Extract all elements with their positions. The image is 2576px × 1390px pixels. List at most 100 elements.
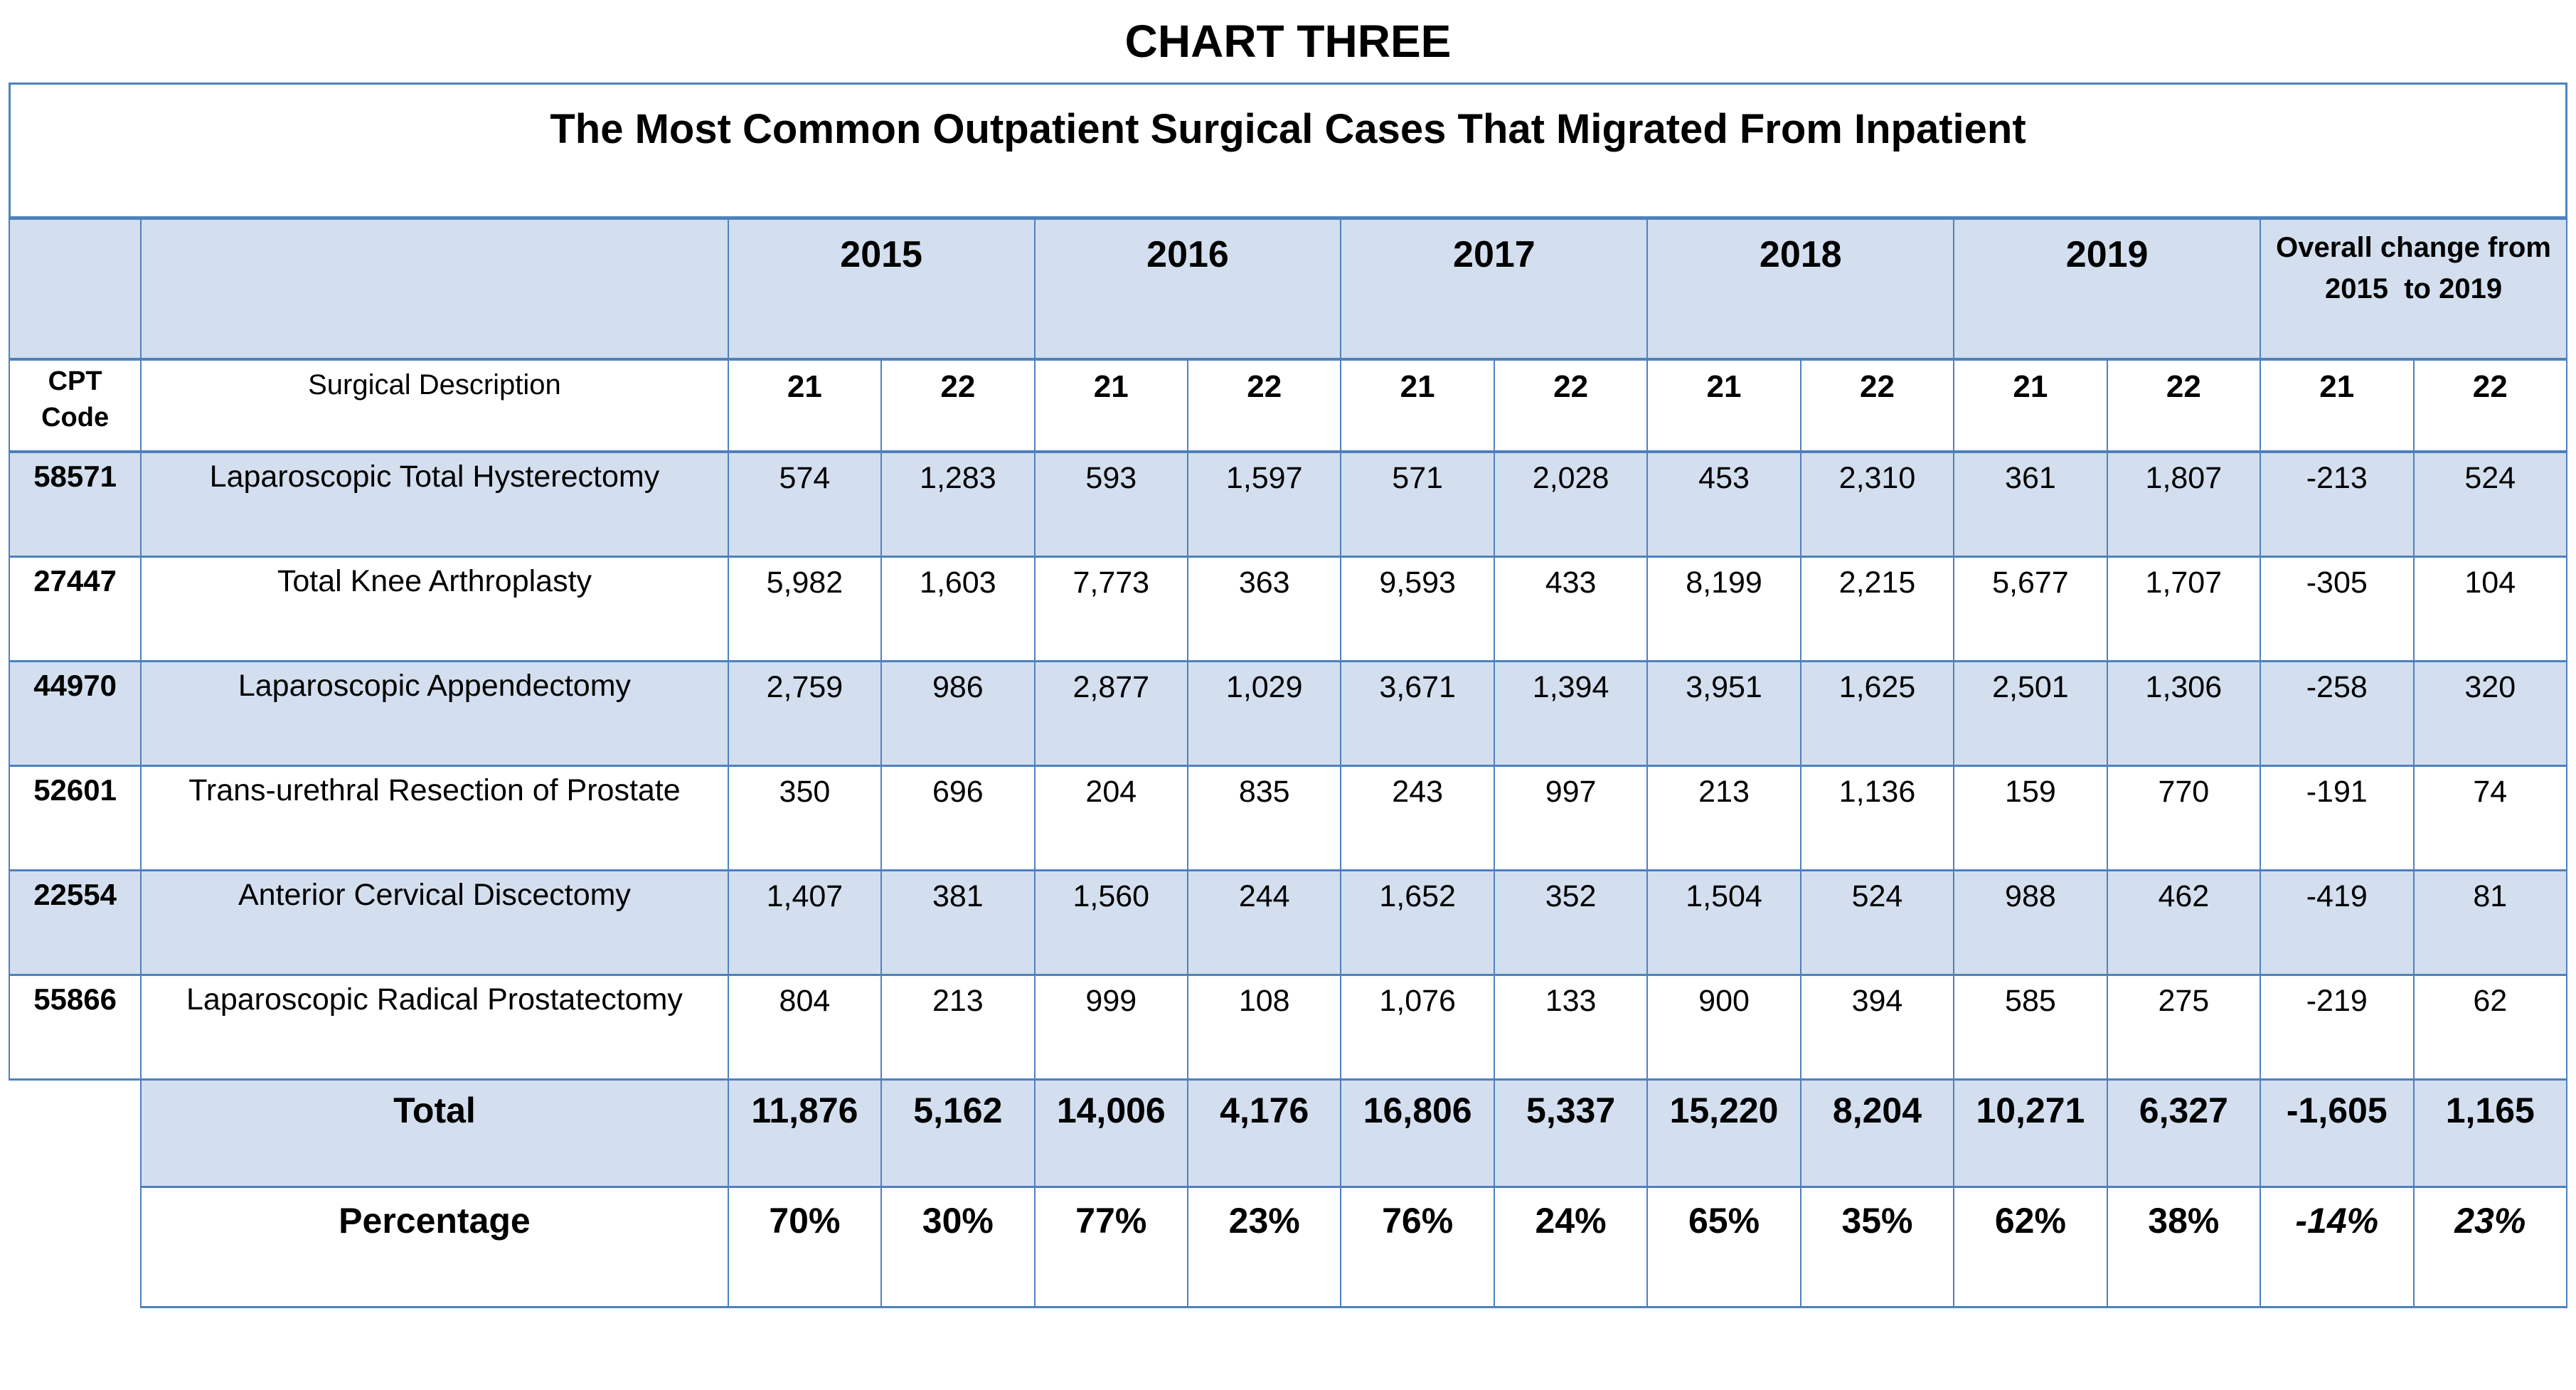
percentage-value-cell: -14% bbox=[2260, 1186, 2415, 1308]
pos-code-header: 22 bbox=[2412, 358, 2567, 453]
value-cell: 204 bbox=[1033, 765, 1189, 871]
value-cell: 108 bbox=[1186, 974, 1342, 1081]
surgical-cases-table: 2015 2016 2017 2018 2019 Overall change … bbox=[8, 216, 2567, 1308]
value-cell: 1,283 bbox=[880, 450, 1036, 558]
total-value-cell: 10,271 bbox=[1953, 1078, 2108, 1188]
value-cell: 381 bbox=[880, 869, 1036, 976]
value-cell: 524 bbox=[1799, 869, 1955, 976]
table-row: 58571 Laparoscopic Total Hysterectomy 57… bbox=[8, 450, 2567, 558]
cpt-code-cell: 44970 bbox=[8, 660, 142, 767]
value-cell: -219 bbox=[2260, 974, 2415, 1081]
year-header-2015: 2015 bbox=[727, 216, 1036, 361]
pos-code-header: 21 bbox=[1340, 358, 1495, 453]
percentage-value-cell: 70% bbox=[727, 1186, 883, 1308]
percentage-value-cell: 24% bbox=[1493, 1186, 1649, 1308]
value-cell: -258 bbox=[2260, 660, 2415, 767]
value-cell: 2,759 bbox=[727, 660, 883, 767]
table-row: 55866 Laparoscopic Radical Prostatectomy… bbox=[8, 974, 2567, 1081]
value-cell: 3,951 bbox=[1646, 660, 1801, 767]
cpt-code-cell: 55866 bbox=[8, 974, 142, 1081]
percentage-value-cell: 62% bbox=[1953, 1186, 2108, 1308]
value-cell: 571 bbox=[1340, 450, 1495, 558]
value-cell: 1,407 bbox=[727, 869, 883, 976]
percentage-label: Percentage bbox=[140, 1186, 729, 1308]
value-cell: 804 bbox=[727, 974, 883, 1081]
value-cell: 213 bbox=[880, 974, 1036, 1081]
page-title: CHART THREE bbox=[1124, 16, 1452, 67]
value-cell: 1,560 bbox=[1033, 869, 1189, 976]
value-cell: 5,677 bbox=[1953, 556, 2108, 662]
pos-code-header: 22 bbox=[1186, 358, 1342, 453]
value-cell: 997 bbox=[1493, 765, 1649, 871]
surgical-description-cell: Laparoscopic Appendectomy bbox=[140, 660, 729, 767]
value-cell: 1,603 bbox=[880, 556, 1036, 662]
table-row: 22554 Anterior Cervical Discectomy 1,407… bbox=[8, 869, 2567, 976]
total-label: Total bbox=[140, 1078, 729, 1188]
table-row: 52601 Trans-urethral Resection of Prosta… bbox=[8, 765, 2567, 871]
surgical-description-cell: Total Knee Arthroplasty bbox=[140, 556, 729, 662]
table-row: 44970 Laparoscopic Appendectomy 2,759 98… bbox=[8, 660, 2567, 767]
total-value-cell: 5,162 bbox=[880, 1078, 1036, 1188]
corner-cell-cpt bbox=[8, 216, 142, 361]
total-value-cell: 8,204 bbox=[1799, 1078, 1955, 1188]
subheader-row: CPT Code Surgical Description 21 22 21 2… bbox=[8, 358, 2567, 453]
cpt-code-header: CPT Code bbox=[8, 358, 142, 453]
value-cell: -191 bbox=[2260, 765, 2415, 871]
value-cell: 988 bbox=[1953, 869, 2108, 976]
value-cell: 462 bbox=[2106, 869, 2262, 976]
cpt-code-cell: 27447 bbox=[8, 556, 142, 662]
pos-code-header: 21 bbox=[1646, 358, 1801, 453]
value-cell: 275 bbox=[2106, 974, 2262, 1081]
table-title: The Most Common Outpatient Surgical Case… bbox=[9, 83, 2567, 216]
value-cell: 9,593 bbox=[1340, 556, 1495, 662]
value-cell: 243 bbox=[1340, 765, 1495, 871]
empty-cell bbox=[9, 1079, 142, 1187]
value-cell: 2,310 bbox=[1799, 450, 1955, 558]
value-cell: 453 bbox=[1646, 450, 1801, 558]
pos-code-header: 21 bbox=[1953, 358, 2108, 453]
value-cell: 352 bbox=[1493, 869, 1649, 976]
total-value-cell: 1,165 bbox=[2412, 1078, 2567, 1188]
value-cell: 1,029 bbox=[1186, 660, 1342, 767]
percentage-value-cell: 30% bbox=[880, 1186, 1036, 1308]
percentage-value-cell: 38% bbox=[2106, 1186, 2262, 1308]
total-value-cell: 6,327 bbox=[2106, 1078, 2262, 1188]
pos-code-header: 22 bbox=[1493, 358, 1649, 453]
surgical-description-cell: Laparoscopic Radical Prostatectomy bbox=[140, 974, 729, 1081]
value-cell: 1,394 bbox=[1493, 660, 1649, 767]
value-cell: 133 bbox=[1493, 974, 1649, 1081]
value-cell: 593 bbox=[1033, 450, 1189, 558]
value-cell: 320 bbox=[2412, 660, 2567, 767]
value-cell: 574 bbox=[727, 450, 883, 558]
value-cell: 1,504 bbox=[1646, 869, 1801, 976]
value-cell: 2,501 bbox=[1953, 660, 2108, 767]
value-cell: 1,625 bbox=[1799, 660, 1955, 767]
value-cell: 999 bbox=[1033, 974, 1189, 1081]
pos-code-header: 21 bbox=[1033, 358, 1189, 453]
value-cell: -419 bbox=[2260, 869, 2415, 976]
cpt-code-cell: 22554 bbox=[8, 869, 142, 976]
year-header-2016: 2016 bbox=[1033, 216, 1342, 361]
total-value-cell: 4,176 bbox=[1186, 1078, 1342, 1188]
total-value-cell: -1,605 bbox=[2260, 1078, 2415, 1188]
value-cell: 900 bbox=[1646, 974, 1801, 1081]
year-header-2019: 2019 bbox=[1953, 216, 2262, 361]
overall-change-header: Overall change from 2015 to 2019 bbox=[2260, 216, 2567, 361]
value-cell: -305 bbox=[2260, 556, 2415, 662]
cpt-code-cell: 58571 bbox=[8, 450, 142, 558]
table-row: 27447 Total Knee Arthroplasty 5,982 1,60… bbox=[8, 556, 2567, 662]
value-cell: 1,707 bbox=[2106, 556, 2262, 662]
value-cell: 770 bbox=[2106, 765, 2262, 871]
value-cell: 5,982 bbox=[727, 556, 883, 662]
value-cell: 62 bbox=[2412, 974, 2567, 1081]
percentage-value-cell: 35% bbox=[1799, 1186, 1955, 1308]
value-cell: 433 bbox=[1493, 556, 1649, 662]
value-cell: 1,597 bbox=[1186, 450, 1342, 558]
surgical-description-cell: Anterior Cervical Discectomy bbox=[140, 869, 729, 976]
value-cell: 2,877 bbox=[1033, 660, 1189, 767]
percentage-value-cell: 76% bbox=[1340, 1186, 1495, 1308]
value-cell: 2,028 bbox=[1493, 450, 1649, 558]
value-cell: 696 bbox=[880, 765, 1036, 871]
value-cell: 524 bbox=[2412, 450, 2567, 558]
year-header-2018: 2018 bbox=[1646, 216, 1955, 361]
